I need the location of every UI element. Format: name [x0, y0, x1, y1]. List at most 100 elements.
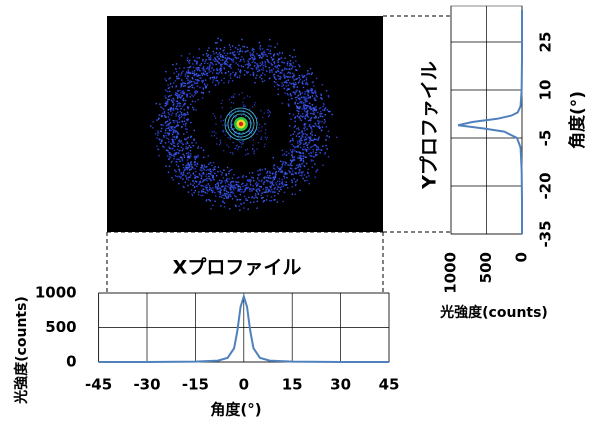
speckle — [255, 193, 256, 194]
speckle — [274, 61, 275, 62]
speckle — [176, 101, 177, 102]
speckle — [324, 122, 325, 123]
speckle — [235, 196, 236, 197]
speckle — [165, 135, 166, 136]
speckle — [295, 60, 296, 61]
speckle — [190, 66, 191, 67]
speckle — [238, 69, 239, 70]
speckle — [219, 180, 220, 181]
speckle — [252, 106, 253, 107]
speckle — [289, 63, 290, 64]
speckle — [209, 185, 210, 186]
speckle — [287, 64, 288, 65]
speckle — [269, 71, 270, 72]
speckle — [257, 65, 258, 66]
speckle — [240, 72, 241, 73]
speckle — [265, 129, 266, 130]
speckle — [228, 137, 229, 138]
speckle — [290, 119, 291, 120]
speckle — [239, 61, 240, 62]
speckle — [170, 110, 171, 111]
speckle — [222, 64, 223, 65]
speckle — [227, 61, 228, 62]
speckle — [288, 79, 289, 80]
speckle — [238, 54, 239, 55]
speckle — [205, 192, 206, 193]
speckle — [224, 180, 225, 181]
speckle — [304, 75, 305, 76]
speckle — [222, 172, 223, 173]
speckle — [267, 110, 268, 111]
speckle — [167, 103, 168, 104]
speckle — [312, 140, 313, 141]
speckle — [274, 179, 275, 180]
speckle — [297, 145, 298, 146]
speckle — [292, 149, 293, 150]
y-tick-label: 0 — [66, 353, 76, 371]
speckle — [237, 149, 238, 150]
speckle — [312, 113, 313, 114]
speckle — [314, 109, 315, 110]
speckle — [180, 92, 181, 93]
speckle — [213, 51, 214, 52]
speckle — [207, 50, 208, 51]
speckle — [261, 180, 262, 181]
speckle — [242, 176, 243, 177]
speckle — [177, 149, 178, 150]
speckle — [181, 55, 182, 56]
speckle — [322, 116, 323, 117]
speckle — [216, 52, 217, 53]
speckle — [187, 108, 188, 109]
speckle — [232, 45, 233, 46]
speckle — [266, 177, 267, 178]
speckle — [253, 73, 254, 74]
speckle — [298, 111, 299, 112]
speckle — [292, 66, 293, 67]
speckle — [320, 93, 321, 94]
speckle — [215, 42, 216, 43]
speckle — [168, 134, 169, 135]
speckle — [300, 142, 301, 143]
speckle — [176, 115, 177, 116]
speckle — [202, 97, 203, 98]
speckle — [229, 178, 230, 179]
speckle — [241, 65, 242, 66]
speckle — [295, 185, 296, 186]
speckle — [203, 191, 204, 192]
speckle — [295, 102, 296, 103]
speckle — [172, 129, 173, 130]
speckle — [206, 53, 207, 54]
speckle — [183, 93, 184, 94]
speckle — [178, 143, 179, 144]
speckle — [267, 181, 268, 182]
speckle — [310, 133, 311, 134]
speckle — [178, 78, 179, 79]
speckle — [298, 107, 299, 108]
speckle — [218, 62, 219, 63]
speckle — [186, 177, 187, 178]
speckle — [189, 156, 190, 157]
speckle — [202, 74, 203, 75]
speckle — [294, 66, 295, 67]
speckle — [249, 96, 250, 97]
speckle — [284, 153, 285, 154]
speckle — [302, 92, 303, 93]
speckle — [252, 53, 253, 54]
speckle — [290, 135, 291, 136]
speckle — [214, 77, 215, 78]
speckle — [306, 150, 307, 151]
speckle — [171, 154, 172, 155]
speckle — [173, 122, 174, 123]
speckle — [273, 58, 274, 59]
speckle — [252, 49, 253, 50]
speckle — [265, 66, 266, 67]
speckle — [172, 148, 173, 149]
speckle — [308, 120, 309, 121]
speckle — [317, 169, 318, 170]
speckle — [282, 154, 283, 155]
speckle — [157, 130, 158, 131]
speckle — [181, 176, 182, 177]
speckle — [297, 110, 298, 111]
speckle — [217, 56, 218, 57]
speckle — [241, 143, 242, 144]
